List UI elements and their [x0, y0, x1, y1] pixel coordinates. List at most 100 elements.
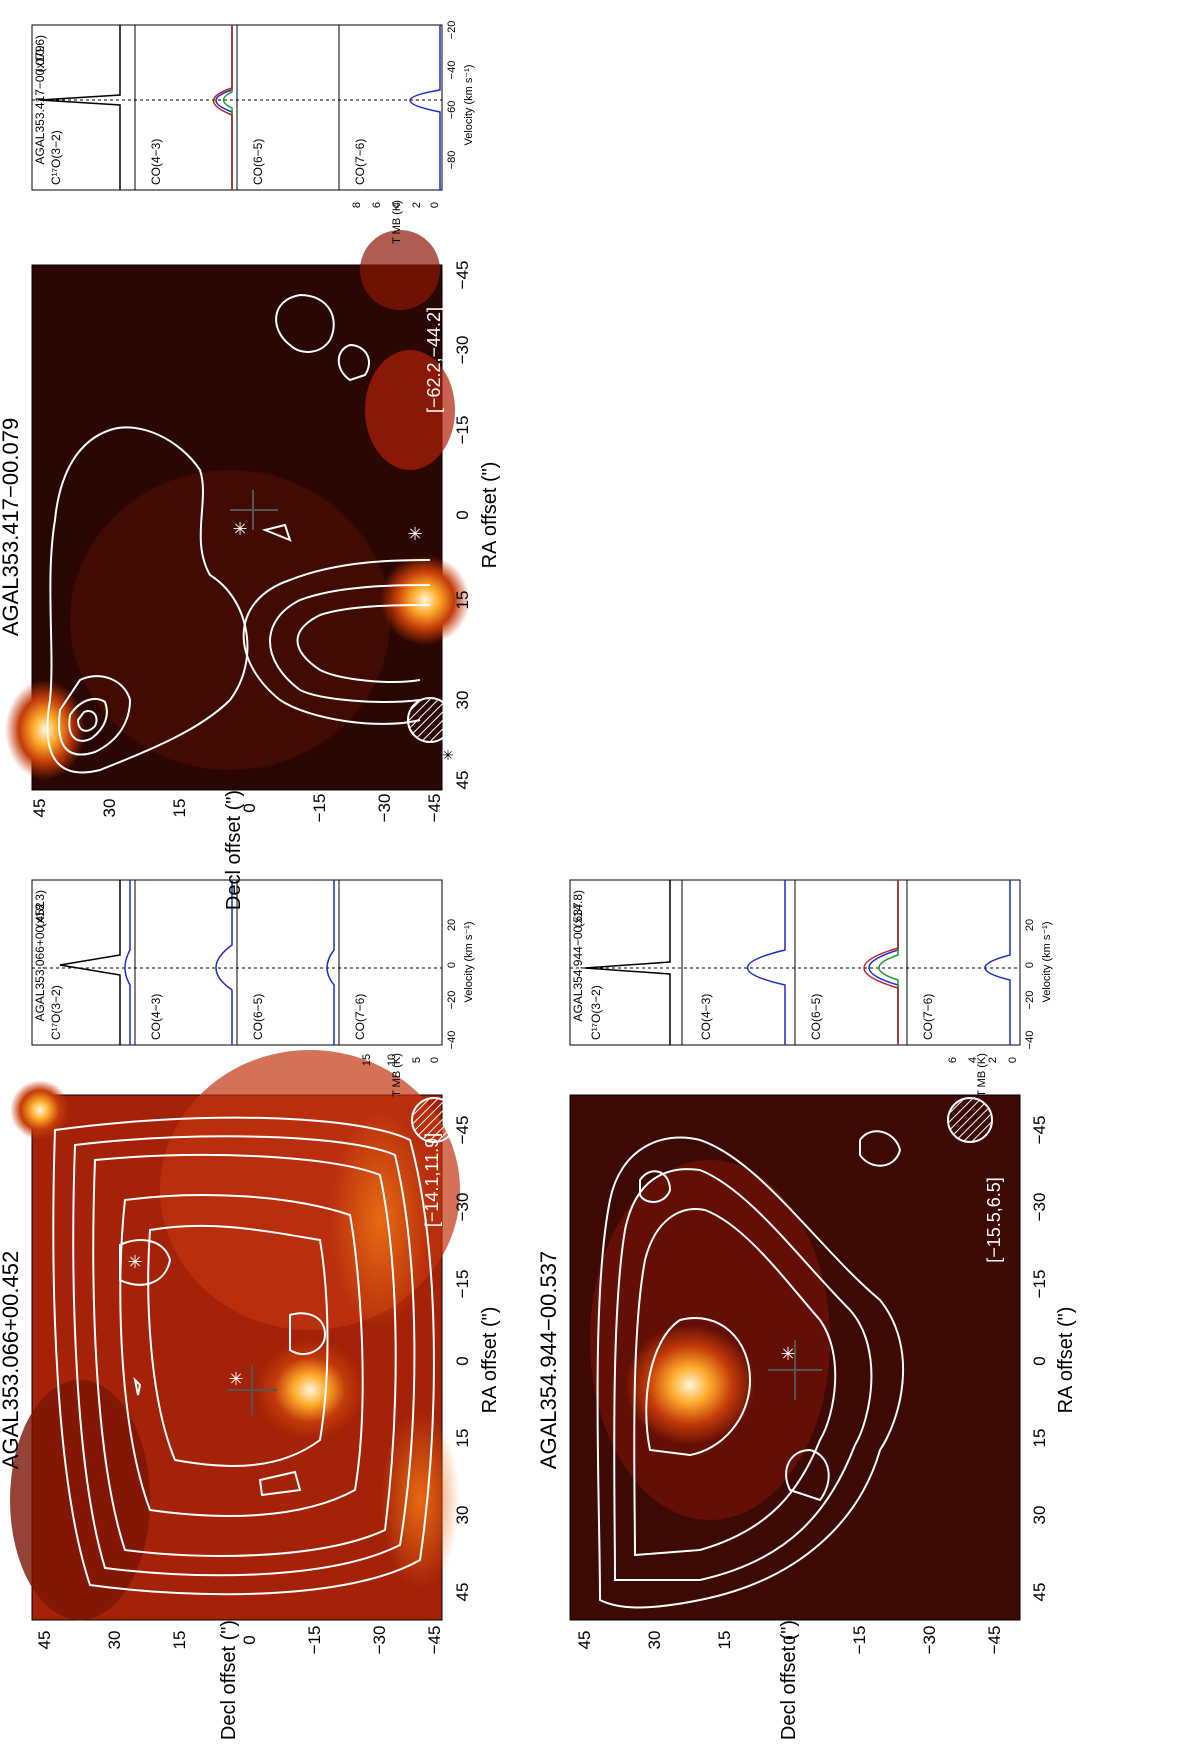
- line-label: CO(6−5): [251, 139, 265, 185]
- velocity-tick: 20: [446, 919, 458, 931]
- ra-axis-label: RA offset ("): [479, 462, 501, 569]
- decl-tick-label: −45: [425, 1626, 444, 1655]
- velocity-tick: −40: [446, 61, 458, 80]
- map-panel-agal354-944: ✳ 45 30 15 0 −15 −30 −45 RA offset (") 4…: [536, 1094, 1077, 1740]
- emission-region: [380, 1410, 460, 1590]
- line-label: CO(6−5): [809, 994, 823, 1040]
- ra-tick-label: −45: [1030, 1116, 1049, 1145]
- decl-tick-label: −30: [370, 1626, 389, 1655]
- star-marker: ✳: [127, 1252, 142, 1272]
- fit-lines: [59, 880, 335, 1045]
- velocity-tick: −40: [446, 1031, 458, 1050]
- velocity-tick: −20: [1024, 991, 1036, 1010]
- line-label: CO(6−5): [251, 994, 265, 1040]
- decl-tick-label: −30: [920, 1626, 939, 1655]
- star-marker: ✳: [780, 1344, 795, 1364]
- tmb-tick: 15: [361, 1054, 373, 1066]
- decl-axis: 45 30 15 0 −15 −30 −45 Decl offset ("): [575, 1620, 1004, 1740]
- ra-tick-label: −45: [453, 1116, 472, 1145]
- decl-axis: 45 30 15 0 −15 −30 −45 Decl offset ("): [30, 790, 444, 910]
- velocity-tick: −60: [446, 101, 458, 120]
- fit-lines: [39, 25, 441, 190]
- ra-tick-label: 30: [453, 1506, 472, 1525]
- emission-region: [10, 1380, 150, 1620]
- spectra-ticks: −40 −20 0 20 Velocity (km s⁻¹) 0 2 4 6 T…: [947, 919, 1053, 1097]
- spectrum-source: AGAL353.066+00.452: [33, 902, 47, 1021]
- decl-axis-label: Decl offset ("): [218, 1620, 240, 1740]
- decl-tick-label: 0: [240, 803, 259, 812]
- decl-axis: 45 30 15 0 −15 −30 −45 Decl offset ("): [35, 1620, 444, 1740]
- ra-tick-label: 15: [453, 1429, 472, 1448]
- beam-icon: [411, 1097, 457, 1143]
- line-label: CO(4−3): [699, 994, 713, 1040]
- velocity-tick: 20: [1024, 919, 1036, 931]
- contours: [46, 293, 431, 774]
- spectra-panel-agal353-066: AGAL353.066+00.452 (x18.3) C¹⁷O(3−2) CO(…: [31, 879, 475, 1097]
- ra-tick-label: 0: [453, 510, 472, 519]
- tmb-tick: 2: [987, 1057, 999, 1063]
- map-axes: 45 30 15 0 −15 −30 −45 RA offset ("): [453, 1116, 501, 1602]
- beam-icon: [407, 697, 453, 743]
- decl-tick-label: −45: [425, 794, 444, 823]
- spectrum-scale: (x14.8): [571, 890, 585, 927]
- tmb-axis-label: T MB (K): [391, 1053, 403, 1097]
- line-label: C¹⁷O(3−2): [589, 985, 603, 1040]
- source-title: AGAL353.417−00.079: [0, 418, 23, 636]
- spectrum-scale: (x18.3): [33, 890, 47, 927]
- ra-tick-label: 30: [1030, 1506, 1049, 1525]
- velocity-range: [−15.5,6.5]: [984, 1177, 1004, 1263]
- star-marker: ✳: [232, 519, 247, 539]
- star-marker: ✳: [228, 1369, 243, 1389]
- ra-tick-label: −15: [453, 416, 472, 445]
- decl-tick-label: 30: [645, 1631, 664, 1650]
- spectrum-source: AGAL354.944−00.537: [571, 902, 585, 1021]
- decl-tick-label: −30: [375, 794, 394, 823]
- velocity-axis-label: Velocity (km s⁻¹): [463, 65, 475, 146]
- line-label: CO(4−3): [149, 994, 163, 1040]
- decl-tick-label: 15: [715, 1631, 734, 1650]
- emission-peak: [255, 1340, 365, 1440]
- tmb-tick: 4: [967, 1057, 979, 1063]
- map-axes: 45 30 15 0 −15 −30 −45 RA offset ("): [1030, 1116, 1077, 1602]
- ra-tick-label: 0: [453, 1356, 472, 1365]
- decl-tick-label: −15: [310, 794, 329, 823]
- tmb-tick: 4: [391, 202, 403, 208]
- decl-tick-label: −15: [305, 1626, 324, 1655]
- velocity-tick: −20: [446, 991, 458, 1010]
- tmb-tick: 8: [351, 202, 363, 208]
- source-title: AGAL354.944−00.537: [536, 1251, 561, 1469]
- line-label: CO(4−3): [149, 139, 163, 185]
- decl-tick-label: 45: [35, 1631, 54, 1650]
- tmb-tick: 0: [429, 1057, 441, 1063]
- decl-tick-label: 30: [105, 1631, 124, 1650]
- emission-region: [360, 230, 440, 310]
- velocity-tick: 0: [446, 962, 458, 968]
- ra-tick-label: 15: [1030, 1429, 1049, 1448]
- emission-region: [330, 1110, 430, 1330]
- star-marker: ✳: [442, 747, 454, 763]
- ra-tick-label: 45: [453, 771, 472, 790]
- ra-tick-label: 45: [453, 1583, 472, 1602]
- cross-marker: [230, 490, 278, 530]
- tmb-tick: 6: [371, 202, 383, 208]
- decl-tick-label: −15: [850, 1626, 869, 1655]
- velocity-range: [−62.2,−44.2]: [424, 307, 444, 413]
- emission-peak: [625, 1325, 755, 1445]
- tmb-tick: 0: [1007, 1057, 1019, 1063]
- ra-tick-label: 0: [1030, 1356, 1049, 1365]
- velocity-tick: −40: [1024, 1031, 1036, 1050]
- decl-tick-label: 45: [30, 799, 49, 818]
- velocity-axis-label: Velocity (km s⁻¹): [1041, 922, 1053, 1003]
- velocity-tick: 0: [1024, 962, 1036, 968]
- ra-tick-label: 15: [453, 591, 472, 610]
- tmb-tick: 2: [411, 202, 423, 208]
- tmb-tick: 10: [386, 1054, 398, 1066]
- velocity-axis-label: Velocity (km s⁻¹): [463, 922, 475, 1003]
- tmb-tick: 6: [947, 1057, 959, 1063]
- spectrum-source: AGAL353.417−00.079: [33, 45, 47, 164]
- line-label: CO(7−6): [353, 139, 367, 185]
- decl-axis-label: Decl offset ("): [778, 1620, 800, 1740]
- map-axes: 45 30 15 0 −15 −30 −45 RA offset ("): [453, 261, 501, 790]
- emission-region: [365, 350, 455, 470]
- decl-axis-label: Decl offset ("): [223, 790, 245, 910]
